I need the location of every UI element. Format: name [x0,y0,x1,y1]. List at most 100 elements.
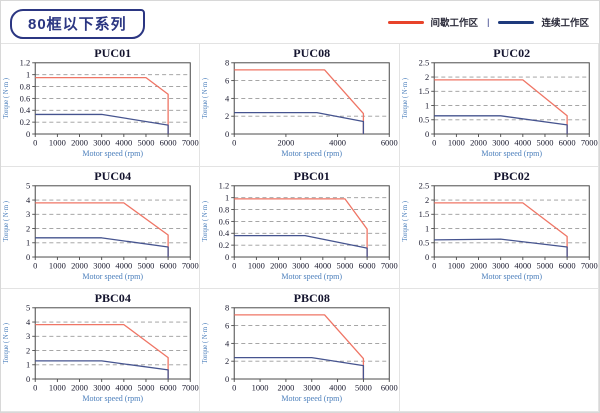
chart-cell-PBC02: PBC02 0 0.5 1 1.5 2 2.5 0 1000 2000 3000 4000 5000 60… [399,166,599,290]
chart-PUC08: PUC08 0 2 4 6 8 0 2000 4000 6000 Motor speed (rpm)… [202,46,398,158]
plot-box [34,307,191,380]
x-tick-label: 2000 [71,138,88,147]
y-tick-label: 2.5 [418,59,429,68]
chart-PUC04: PUC04 0 1 2 3 4 5 0 1000 2000 3000 4000 5000 6000 7000… [3,169,199,281]
y-tick-label: 1 [26,361,30,370]
x-tick-label: 3000 [293,261,310,270]
x-tick-label: 3000 [93,261,110,270]
y-tick-label: 6 [225,322,229,331]
x-tick-label: 5000 [138,261,155,270]
x-tick-label: 4000 [329,384,346,393]
y-axis-label: Torque ( N·m ) [3,201,10,242]
x-tick-label: 3000 [304,384,321,393]
chart-cell-PBC08: PBC08 0 2 4 6 8 0 1000 2000 3000 4000 5000 6000 Motor… [200,289,400,412]
intermittent-zone-line [234,314,365,380]
y-axis-label: Torque ( N·m ) [402,201,409,242]
chart-title: PUC04 [94,169,131,183]
y-tick-label: 0.5 [418,238,429,247]
y-tick-label: 1.5 [418,210,429,219]
x-tick-label: 1000 [448,261,465,270]
y-tick-label: 2 [225,357,229,366]
header: 80框以下系列 间歇工作区 | 连续工作区 [1,1,599,43]
x-tick-label: 6000 [160,138,177,147]
y-tick-label: 1 [26,238,30,247]
x-tick-label: 7000 [580,261,597,270]
intermittent-zone-line [35,324,169,380]
x-tick-label: 0 [33,138,37,147]
x-tick-label: 6000 [160,384,177,393]
x-tick-label: 5000 [536,138,553,147]
x-tick-label: 0 [33,261,37,270]
series-badge-label: 80框以下系列 [28,16,127,33]
x-tick-label: 4000 [115,138,132,147]
chart-cell-PBC01: PBC01 0 0.2 0.4 0.6 0.8 1 1.2 0 1000 2000 3000 4000 5… [200,166,400,290]
y-tick-label: 2 [26,347,30,356]
x-tick-label: 5000 [337,261,354,270]
continuous-zone-line [433,238,568,257]
y-tick-label: 0.5 [418,116,429,125]
x-tick-label: 1000 [252,384,269,393]
x-tick-label: 0 [432,261,436,270]
chart-PBC02: PBC02 0 0.5 1 1.5 2 2.5 0 1000 2000 3000 4000 5000 60… [402,169,598,281]
chart-PUC02: PUC02 0 0.5 1 1.5 2 2.5 0 1000 2000 3000 4000 5000 60… [402,46,598,158]
x-tick-label: 2000 [270,261,287,270]
chart-cell-PUC01: PUC01 0 0.2 0.4 0.6 0.8 1 1.2 0 1000 2000 3000 4000 5… [1,44,201,167]
x-tick-label: 4000 [514,261,531,270]
chart-cell-PUC08: PUC08 0 2 4 6 8 0 2000 4000 6000 Motor speed (rpm)… [200,44,400,167]
x-tick-label: 2000 [470,261,487,270]
x-tick-label: 1000 [49,138,66,147]
continuous-line-swatch [498,20,535,24]
y-tick-label: 5 [26,304,30,313]
x-tick-label: 2000 [71,261,88,270]
x-tick-label: 6000 [558,261,575,270]
x-axis-label: Motor speed (rpm) [282,271,343,280]
y-tick-label: 5 [26,181,30,190]
x-tick-label: 4000 [329,138,346,147]
intermittent-line-swatch [387,20,424,24]
y-tick-label: 1 [425,101,429,110]
x-tick-label: 4000 [315,261,332,270]
continuous-zone-line [234,357,365,380]
y-tick-label: 0 [425,253,429,262]
x-tick-label: 4000 [115,384,132,393]
x-tick-label: 5000 [138,384,155,393]
x-tick-label: 4000 [514,138,531,147]
y-tick-label: 0.8 [219,205,230,214]
x-tick-label: 2000 [71,384,88,393]
y-tick-label: 0.4 [20,106,31,115]
x-tick-label: 0 [232,384,236,393]
x-tick-label: 6000 [381,384,398,393]
x-tick-label: 2000 [470,138,487,147]
y-tick-label: 2 [225,112,229,121]
plot-box [34,184,191,258]
y-tick-label: 0.4 [219,229,230,238]
y-axis-label: Torque ( N·m ) [3,78,10,119]
x-tick-label: 3000 [93,138,110,147]
y-tick-label: 0 [26,375,30,384]
x-tick-label: 1000 [248,261,265,270]
x-axis-label: Motor speed (rpm) [282,149,343,158]
y-tick-label: 4 [26,196,31,205]
chart-PUC01: PUC01 0 0.2 0.4 0.6 0.8 1 1.2 0 1000 2000 3000 4000 5… [3,46,199,158]
y-tick-label: 4 [225,340,230,349]
y-axis-label: Torque ( N·m ) [202,201,209,242]
chart-title: PUC08 [294,46,331,60]
y-tick-label: 1 [425,224,429,233]
y-tick-label: 0 [225,375,229,384]
x-tick-label: 6000 [381,138,398,147]
chart-cell-PBC04: PBC04 0 1 2 3 4 5 0 1000 2000 3000 4000 5000 6000 7000… [1,289,201,412]
x-tick-label: 2000 [278,138,295,147]
x-tick-label: 3000 [93,384,110,393]
x-tick-label: 7000 [580,138,597,147]
y-tick-label: 2 [425,73,429,82]
x-tick-label: 6000 [558,138,575,147]
continuous-zone-line [35,113,169,135]
x-tick-label: 2000 [278,384,295,393]
y-axis-label: Torque ( N·m ) [3,323,10,364]
continuous-zone-line [35,236,169,257]
chart-PBC08: PBC08 0 2 4 6 8 0 1000 2000 3000 4000 5000 6000 Motor… [202,291,398,403]
x-tick-label: 3000 [492,261,509,270]
continuous-legend-label: 连续工作区 [541,18,589,29]
x-tick-label: 1000 [448,138,465,147]
y-tick-label: 1 [225,193,229,202]
